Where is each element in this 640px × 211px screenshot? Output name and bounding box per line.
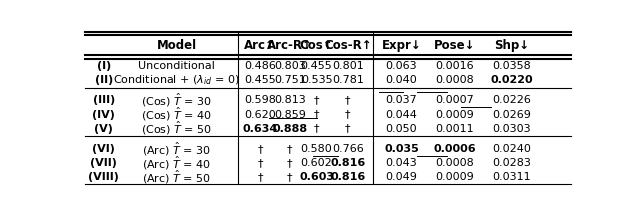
Text: 0.0006: 0.0006	[433, 144, 476, 154]
Text: Cos↑: Cos↑	[300, 39, 333, 52]
Text: 0.063: 0.063	[385, 61, 417, 71]
Text: †: †	[287, 172, 292, 182]
Text: Model: Model	[157, 39, 196, 52]
Text: Expr↓: Expr↓	[381, 39, 421, 52]
Text: 0.0283: 0.0283	[492, 158, 531, 168]
Text: (VI): (VI)	[92, 144, 115, 154]
Text: 0.598: 0.598	[244, 95, 276, 106]
Text: (IV): (IV)	[92, 110, 115, 120]
Text: †: †	[314, 95, 319, 106]
Text: 0.888: 0.888	[272, 124, 307, 134]
Text: 0.859: 0.859	[274, 110, 306, 120]
Text: 0.580: 0.580	[301, 144, 332, 154]
Text: (VII): (VII)	[90, 158, 117, 168]
Text: †: †	[257, 158, 263, 168]
Text: 0.816: 0.816	[330, 172, 365, 182]
Text: (VIII): (VIII)	[88, 172, 119, 182]
Text: 0.486: 0.486	[244, 61, 276, 71]
Text: 0.602: 0.602	[301, 158, 332, 168]
Text: 0.037: 0.037	[385, 95, 417, 106]
Text: (Cos) $\hat{T}$ = 30: (Cos) $\hat{T}$ = 30	[141, 92, 212, 109]
Text: 0.634: 0.634	[243, 124, 278, 134]
Text: 0.0311: 0.0311	[492, 172, 531, 182]
Text: 0.455: 0.455	[301, 61, 332, 71]
Text: 0.751: 0.751	[274, 75, 306, 85]
Text: 0.455: 0.455	[244, 75, 276, 85]
Text: 0.620: 0.620	[244, 110, 276, 120]
Text: †: †	[257, 172, 263, 182]
Text: 0.0303: 0.0303	[492, 124, 531, 134]
Text: †: †	[345, 124, 351, 134]
Text: 0.049: 0.049	[385, 172, 417, 182]
Text: Cos-R↑: Cos-R↑	[324, 39, 372, 52]
Text: 0.040: 0.040	[385, 75, 417, 85]
Text: 0.0016: 0.0016	[435, 61, 474, 71]
Text: 0.816: 0.816	[330, 158, 365, 168]
Text: Arc↑: Arc↑	[244, 39, 276, 52]
Text: 0.813: 0.813	[274, 95, 306, 106]
Text: 0.0269: 0.0269	[492, 110, 531, 120]
Text: 0.0226: 0.0226	[492, 95, 531, 106]
Text: 0.0220: 0.0220	[490, 75, 533, 85]
Text: (Arc) $\hat{T}$ = 30: (Arc) $\hat{T}$ = 30	[142, 140, 211, 158]
Text: 0.044: 0.044	[385, 110, 417, 120]
Text: (Cos) $\hat{T}$ = 50: (Cos) $\hat{T}$ = 50	[141, 120, 212, 137]
Text: (Arc) $\hat{T}$ = 40: (Arc) $\hat{T}$ = 40	[142, 154, 211, 172]
Text: †: †	[345, 95, 351, 106]
Text: 0.0009: 0.0009	[435, 172, 474, 182]
Text: †: †	[314, 110, 319, 120]
Text: 0.535: 0.535	[301, 75, 332, 85]
Text: (V): (V)	[94, 124, 113, 134]
Text: (Arc) $\hat{T}$ = 50: (Arc) $\hat{T}$ = 50	[142, 169, 211, 186]
Text: Arc-R↑: Arc-R↑	[267, 39, 313, 52]
Text: †: †	[287, 158, 292, 168]
Text: Conditional + ($\lambda_{id}$ = 0): Conditional + ($\lambda_{id}$ = 0)	[113, 73, 240, 87]
Text: †: †	[257, 144, 263, 154]
Text: 0.0240: 0.0240	[492, 144, 531, 154]
Text: 0.0011: 0.0011	[435, 124, 474, 134]
Text: 0.0008: 0.0008	[435, 75, 474, 85]
Text: 0.603: 0.603	[299, 172, 334, 182]
Text: 0.801: 0.801	[332, 61, 364, 71]
Text: (II): (II)	[95, 75, 113, 85]
Text: 0.0007: 0.0007	[435, 95, 474, 106]
Text: †: †	[287, 144, 292, 154]
Text: 0.766: 0.766	[332, 144, 364, 154]
Text: Pose↓: Pose↓	[434, 39, 476, 52]
Text: †: †	[314, 124, 319, 134]
Text: 0.0009: 0.0009	[435, 110, 474, 120]
Text: Unconditional: Unconditional	[138, 61, 215, 71]
Text: (Cos) $\hat{T}$ = 40: (Cos) $\hat{T}$ = 40	[141, 106, 212, 123]
Text: 0.0008: 0.0008	[435, 158, 474, 168]
Text: 0.803: 0.803	[274, 61, 306, 71]
Text: 0.050: 0.050	[385, 124, 417, 134]
Text: (III): (III)	[93, 95, 115, 106]
Text: 0.0358: 0.0358	[492, 61, 531, 71]
Text: Shp↓: Shp↓	[494, 39, 529, 52]
Text: 0.035: 0.035	[384, 144, 419, 154]
Text: 0.043: 0.043	[385, 158, 417, 168]
Text: †: †	[345, 110, 351, 120]
Text: (I): (I)	[97, 61, 111, 71]
Text: 0.781: 0.781	[332, 75, 364, 85]
